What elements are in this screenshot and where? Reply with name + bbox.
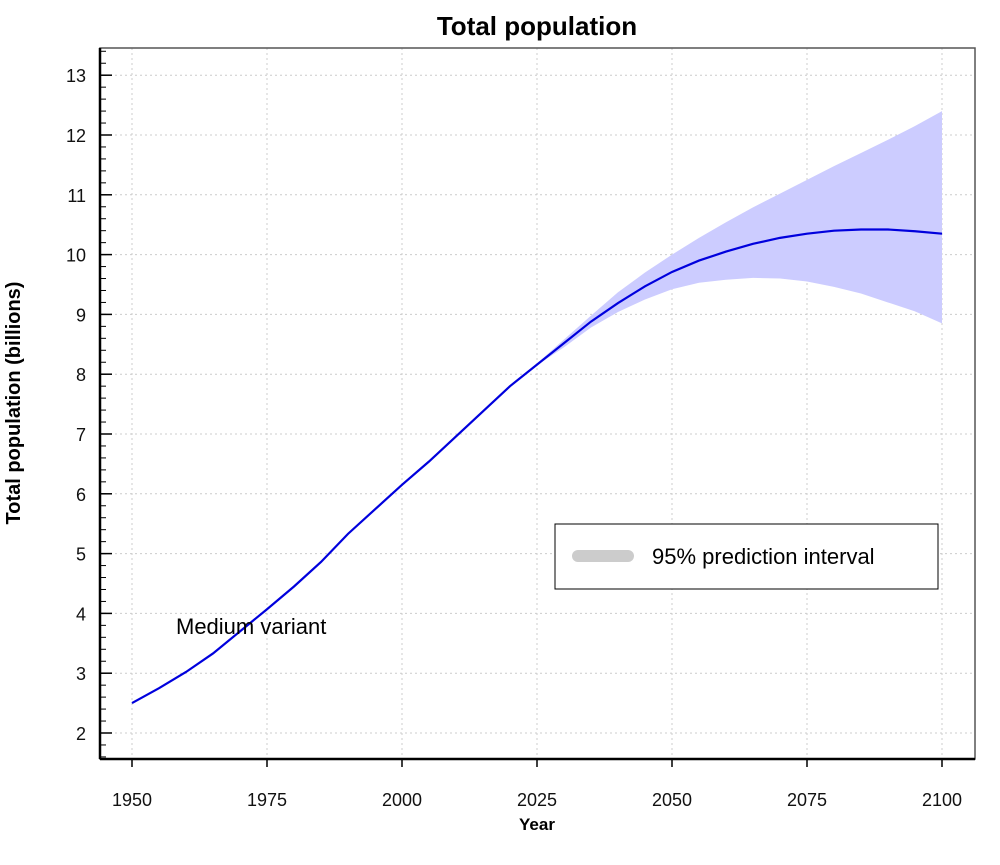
grid: [100, 48, 975, 759]
y-tick-label: 6: [76, 485, 86, 505]
x-tick-label: 2075: [787, 790, 827, 810]
legend: 95% prediction interval: [554, 523, 939, 590]
legend-label: 95% prediction interval: [652, 544, 875, 569]
y-tick-label: 9: [76, 305, 86, 325]
y-tick-label: 7: [76, 425, 86, 445]
y-tick-label: 4: [76, 604, 86, 624]
x-tick-label: 1950: [112, 790, 152, 810]
medium-variant-line: [131, 228, 943, 705]
x-tick-label: 2050: [652, 790, 692, 810]
x-tick-label: 2025: [517, 790, 557, 810]
y-tick-label: 11: [67, 186, 86, 206]
annotation-medium-variant: Medium variant: [176, 614, 326, 639]
x-tick-label: 2100: [922, 790, 962, 810]
y-tick-label: 3: [76, 664, 86, 684]
y-tick-label: 13: [66, 66, 86, 86]
y-tick-label: 12: [66, 126, 86, 146]
y-axis-label: Total population (billions): [3, 282, 25, 525]
chart-title: Total population: [437, 11, 637, 41]
y-tick-label: 8: [76, 365, 86, 385]
x-tick-label: 1975: [247, 790, 287, 810]
x-axis-label: Year: [519, 815, 555, 834]
x-tick-label: 2000: [382, 790, 422, 810]
y-tick-label: 10: [66, 246, 86, 266]
y-tick-label: 2: [76, 724, 86, 744]
axes: 1950 1975 2000 2025 2050 2075 2100 2 3 4 5 6 7 8 9 10 11…: [66, 48, 975, 810]
y-tick-label: 5: [76, 545, 86, 565]
prediction-interval-band: [537, 111, 942, 366]
